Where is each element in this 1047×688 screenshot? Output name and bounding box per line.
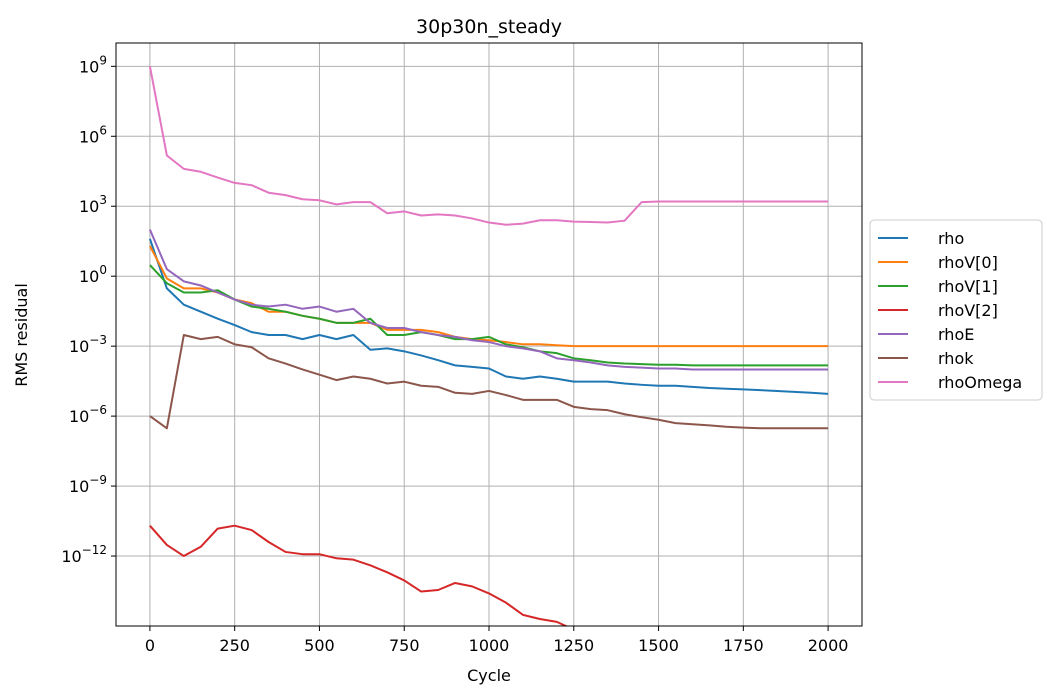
legend-label: rhoV[0] bbox=[938, 253, 998, 272]
y-tick-label: 10−9 bbox=[69, 473, 107, 496]
legend-label: rhoV[1] bbox=[938, 277, 998, 296]
x-axis-label: Cycle bbox=[467, 666, 511, 685]
x-tick-label: 1250 bbox=[553, 636, 594, 655]
x-tick-label: 2000 bbox=[808, 636, 849, 655]
y-tick-label: 10−12 bbox=[61, 543, 107, 566]
legend-box bbox=[869, 219, 1043, 401]
x-tick-label: 0 bbox=[145, 636, 155, 655]
x-tick-label: 750 bbox=[389, 636, 420, 655]
legend-label: rhok bbox=[938, 349, 974, 368]
y-tick-label: 10−6 bbox=[69, 403, 107, 426]
legend-label: rhoV[2] bbox=[938, 301, 998, 320]
y-tick-label: 10−3 bbox=[69, 333, 107, 356]
series-line-rho bbox=[148, 238, 829, 395]
chart-title: 30p30n_steady bbox=[416, 16, 562, 38]
y-tick-label: 103 bbox=[79, 193, 107, 216]
y-tick-label: 109 bbox=[79, 53, 107, 76]
series-line-rhov-1- bbox=[149, 264, 829, 367]
x-tick-label: 500 bbox=[304, 636, 335, 655]
legend-label: rhoE bbox=[938, 325, 974, 344]
x-tick-label: 1000 bbox=[469, 636, 510, 655]
chart-legend: rho rhoV[0] rhoV[1] rhoV[2] rhoE rhok rhoOmega bbox=[869, 219, 1043, 401]
y-tick-label: 106 bbox=[79, 123, 107, 146]
series-line-rhoomega bbox=[148, 66, 829, 226]
x-tick-label: 1500 bbox=[638, 636, 679, 655]
x-axis-ticks: 0 250 500 750 1000 1250 1500 1750 2000 bbox=[145, 626, 849, 655]
y-axis-ticks: 10−12 10−9 10−6 10−3 100 103 106 109 bbox=[61, 53, 116, 566]
y-tick-label: 100 bbox=[79, 263, 107, 286]
legend-label: rho bbox=[938, 229, 964, 248]
series-line-rhoe bbox=[148, 229, 829, 371]
grid-lines bbox=[116, 43, 862, 626]
x-tick-label: 250 bbox=[219, 636, 250, 655]
series-line-rhok bbox=[149, 334, 829, 430]
legend-label: rhoOmega bbox=[938, 373, 1022, 392]
y-axis-label: RMS residual bbox=[12, 283, 31, 387]
plot-series bbox=[148, 66, 829, 626]
series-line-rhov-2- bbox=[149, 524, 569, 626]
x-tick-label: 1750 bbox=[723, 636, 764, 655]
